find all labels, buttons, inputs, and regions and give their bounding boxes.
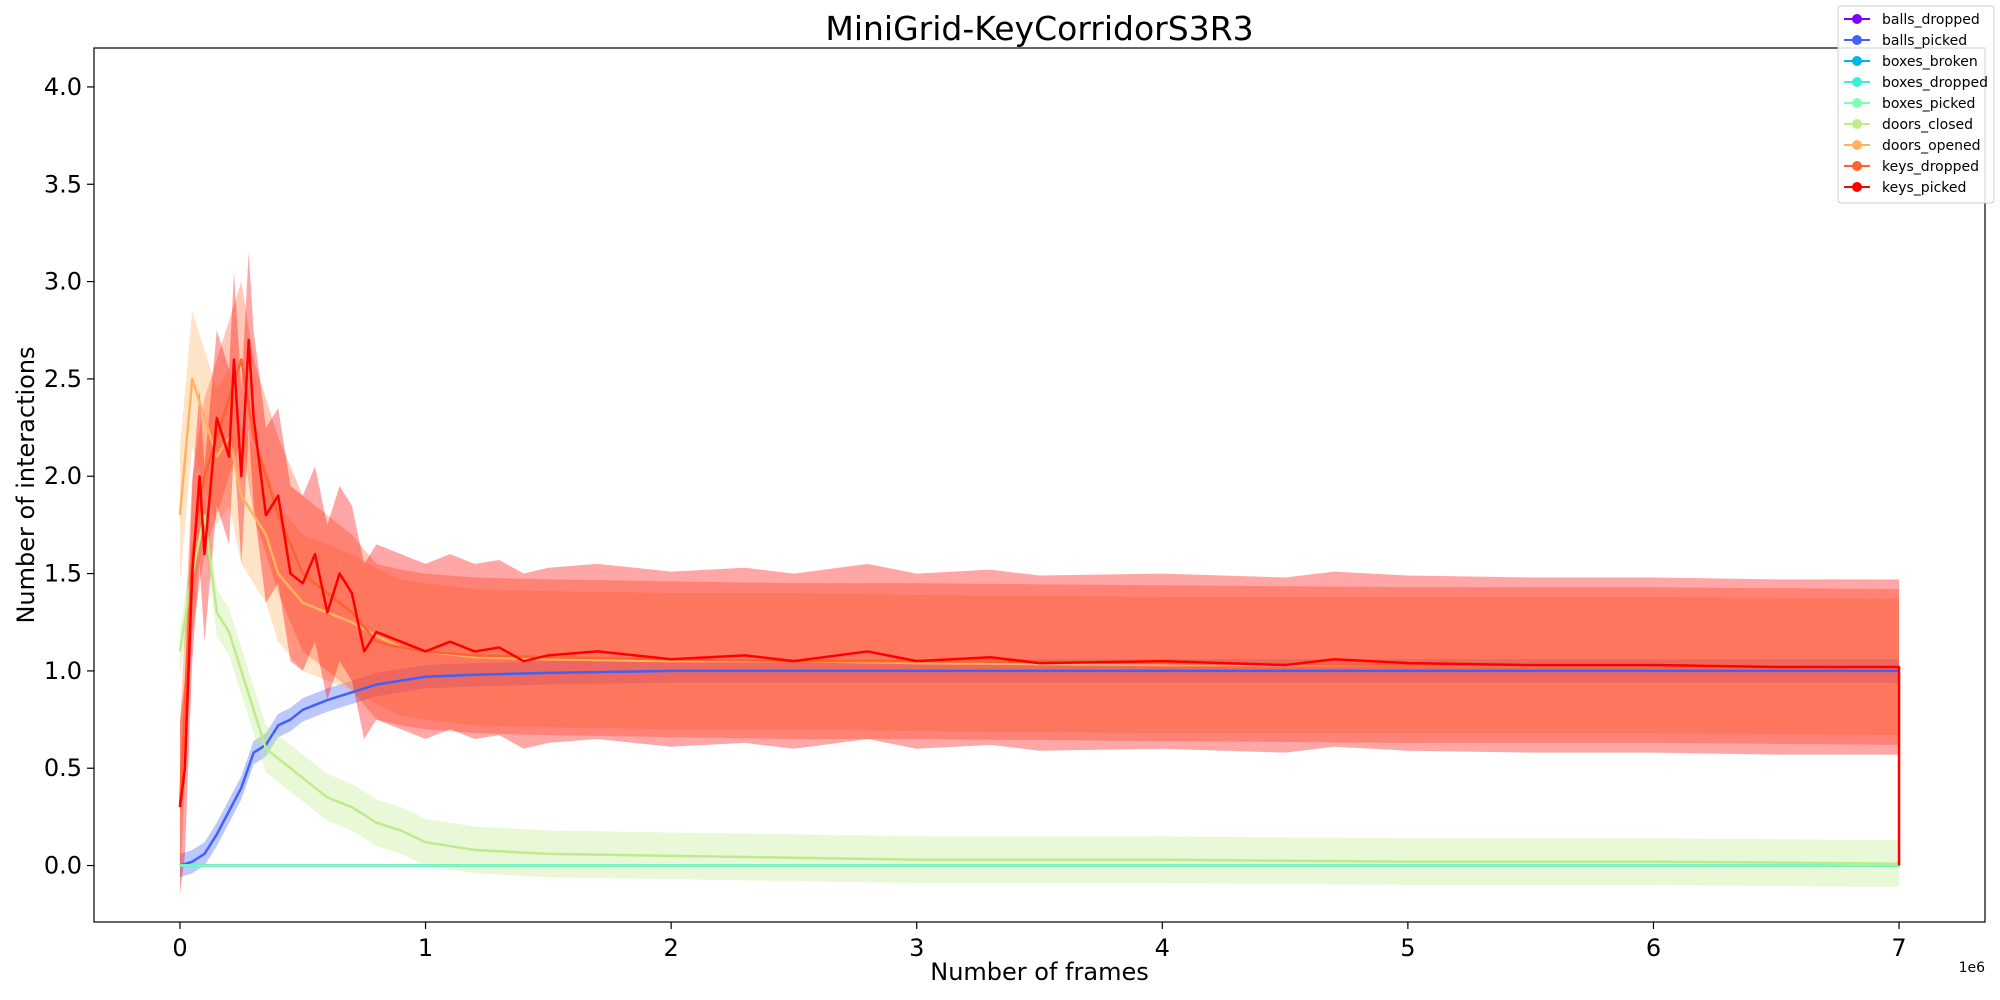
legend-label-doors_closed: doors_closed	[1882, 117, 1973, 133]
y-axis-ticks: 0.0 0.5 1.0 1.5 2.0 2.5 3.0 3.5 4.0	[44, 73, 94, 880]
band-keys_dropped	[179, 281, 1900, 886]
y-tick-label: 1.0	[44, 657, 82, 685]
legend-box	[1837, 5, 1995, 204]
x-tick-label: 4	[1155, 934, 1170, 962]
line-keys_dropped	[178, 358, 1900, 808]
y-tick-label: 2.5	[44, 365, 82, 393]
x-tick-label: 5	[1400, 934, 1415, 962]
legend-marker-boxes_broken	[1852, 56, 1862, 66]
x-axis-ticks: 0 1 2 3 4 5 6 7	[172, 922, 1907, 962]
y-tick-label: 3.0	[44, 268, 82, 296]
legend-marker-keys_dropped	[1852, 161, 1862, 171]
series-lines	[178, 338, 1901, 867]
line-balls_picked	[179, 669, 1900, 867]
legend-label-boxes_dropped: boxes_dropped	[1882, 75, 1988, 91]
legend-label-balls_picked: balls_picked	[1882, 33, 1967, 49]
confidence-bands	[179, 252, 1900, 923]
plot-frame	[93, 47, 1986, 923]
band-keys_picked	[179, 252, 1900, 923]
y-tick-label: 0.0	[44, 852, 82, 880]
legend-marker-boxes_dropped	[1852, 77, 1862, 87]
x-axis-offset-label: 1e6	[1959, 960, 1986, 976]
legend: balls_dropped balls_picked boxes_brokenbox…	[1837, 5, 1995, 204]
x-axis-label: Number of frames	[930, 958, 1148, 986]
y-tick-label: 0.5	[44, 754, 82, 782]
legend-marker-doors_opened	[1852, 140, 1862, 150]
legend-label-boxes_picked: boxes_picked	[1882, 96, 1975, 112]
x-tick-label: 3	[909, 934, 924, 962]
x-tick-label: 7	[1891, 934, 1906, 962]
legend-label-keys_picked: keys_picked	[1882, 180, 1966, 196]
y-axis-label: Number of interactions	[12, 346, 40, 623]
x-tick-label: 6	[1646, 934, 1661, 962]
legend-marker-balls_picked	[1852, 35, 1862, 45]
band-balls_picked	[179, 659, 1900, 878]
legend-marker-boxes_picked	[1852, 98, 1862, 108]
line-keys_picked	[178, 338, 1901, 866]
legend-marker-keys_picked	[1852, 182, 1862, 192]
line-doors_opened	[178, 377, 1900, 669]
band-doors_closed	[179, 491, 1900, 887]
y-tick-label: 1.5	[44, 560, 82, 588]
legend-label-balls_dropped: balls_dropped	[1882, 12, 1980, 28]
y-tick-label: 2.0	[44, 462, 82, 490]
line-doors_closed	[178, 513, 1900, 865]
y-tick-label: 3.5	[44, 170, 82, 198]
chart-title: MiniGrid-KeyCorridorS3R3	[825, 9, 1253, 48]
legend-label-boxes_broken: boxes_broken	[1882, 54, 1978, 70]
legend-label-doors_opened: doors_opened	[1882, 138, 1981, 154]
x-tick-label: 1	[418, 934, 433, 962]
band-doors_opened	[179, 310, 1900, 736]
legend-label-keys_dropped: keys_dropped	[1882, 159, 1979, 175]
x-tick-label: 2	[663, 934, 678, 962]
y-tick-label: 4.0	[44, 73, 82, 101]
legend-marker-doors_closed	[1852, 119, 1862, 129]
x-tick-label: 0	[172, 934, 187, 962]
legend-marker-balls_dropped	[1852, 14, 1862, 24]
